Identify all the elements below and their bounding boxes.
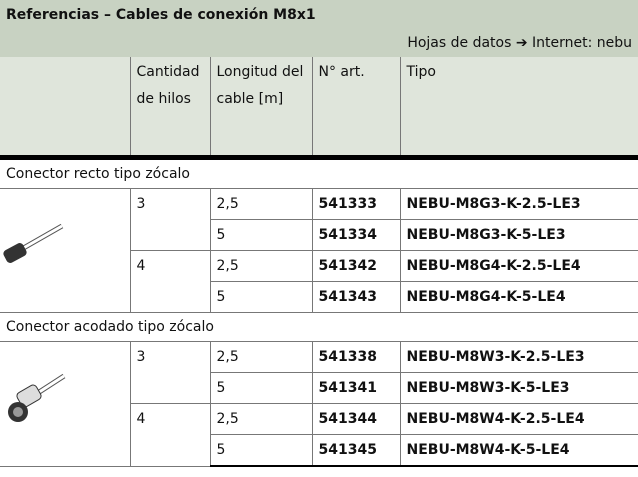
- data-row: 5 541343 NEBU-M8G4-K-5-LE4: [0, 281, 638, 313]
- title: Referencias – Cables de conexión M8x1: [0, 0, 638, 30]
- part-number: 541344: [311, 403, 400, 435]
- wires: 4: [129, 403, 210, 467]
- type: NEBU-M8W4-K-2.5-LE4: [399, 403, 638, 435]
- col-header: Cantidad de hilos: [129, 57, 210, 160]
- note: Hojas de datos ➔ Internet: nebu: [0, 30, 638, 57]
- type: NEBU-M8W3-K-2.5-LE3: [399, 341, 638, 373]
- data-row: 4 2,5 541342 NEBU-M8G4-K-2.5-LE4: [0, 250, 638, 313]
- part-number: 541333: [311, 188, 400, 220]
- section-row: Conector acodado tipo zócalo: [0, 312, 638, 342]
- section-label: Conector recto tipo zócalo: [0, 157, 638, 189]
- length: 2,5: [209, 188, 312, 220]
- data-row: 5 541341 NEBU-M8W3-K-5-LE3: [0, 372, 638, 404]
- type: NEBU-M8G4-K-2.5-LE4: [399, 250, 638, 282]
- connector-icon: [3, 223, 64, 263]
- section-label: Conector acodado tipo zócalo: [0, 312, 638, 342]
- part-number: 541342: [311, 250, 400, 282]
- section-row: Conector recto tipo zócalo: [0, 157, 638, 189]
- part-number: 541343: [311, 281, 400, 313]
- col-header: N° art.: [311, 57, 400, 160]
- connector-image: [0, 341, 130, 467]
- part-number: 541345: [311, 434, 400, 467]
- length: 2,5: [209, 341, 312, 373]
- length: 5: [209, 219, 312, 251]
- type: NEBU-M8G3-K-2.5-LE3: [399, 188, 638, 220]
- data-row: 5 541345 NEBU-M8W4-K-5-LE4: [0, 434, 638, 467]
- data-row: 3 2,5 541338 NEBU-M8W3-K-2.5-LE3: [0, 341, 638, 467]
- wires: 4: [129, 250, 210, 313]
- length: 2,5: [209, 250, 312, 282]
- reference-table: Referencias – Cables de conexión M8x1 Ho…: [0, 0, 638, 467]
- type: NEBU-M8G4-K-5-LE4: [399, 281, 638, 313]
- col-header: Tipo: [399, 57, 638, 160]
- type: NEBU-M8W3-K-5-LE3: [399, 372, 638, 404]
- part-number: 541338: [311, 341, 400, 373]
- wires: 3: [129, 188, 210, 251]
- part-number: 541334: [311, 219, 400, 251]
- length: 5: [209, 372, 312, 404]
- data-row: 4 2,5 541344 NEBU-M8W4-K-2.5-LE4: [0, 403, 638, 467]
- data-row: 3 2,5 541333 NEBU-M8G3-K-2.5-LE3: [0, 188, 638, 313]
- wires: 3: [129, 341, 210, 404]
- connector-icon: [8, 374, 66, 423]
- length: 2,5: [209, 403, 312, 435]
- connector-image: [0, 188, 130, 313]
- length: 5: [209, 281, 312, 313]
- data-row: 5 541334 NEBU-M8G3-K-5-LE3: [0, 219, 638, 251]
- type: NEBU-M8G3-K-5-LE3: [399, 219, 638, 251]
- type: NEBU-M8W4-K-5-LE4: [399, 434, 638, 467]
- col-header: Longitud del cable [m]: [209, 57, 312, 160]
- length: 5: [209, 434, 312, 467]
- part-number: 541341: [311, 372, 400, 404]
